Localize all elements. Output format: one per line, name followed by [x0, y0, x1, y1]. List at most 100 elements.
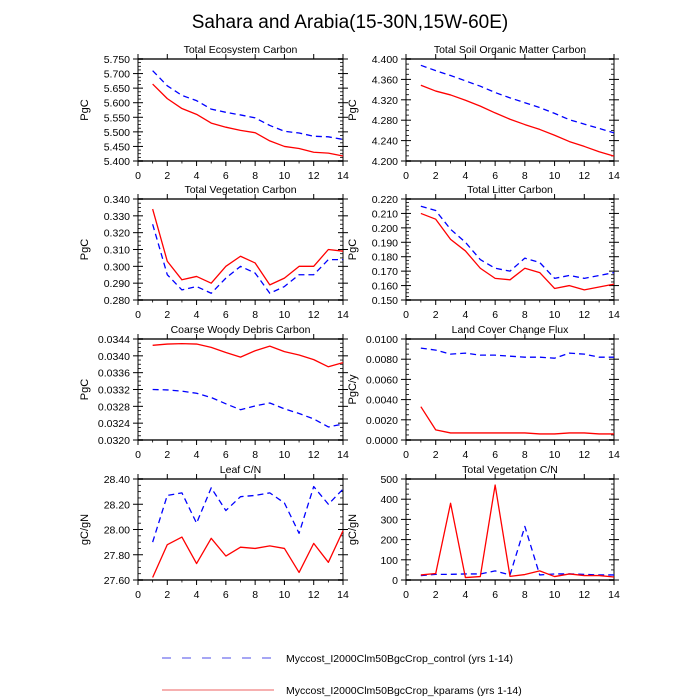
- y-tick-label: 27.60: [104, 575, 130, 587]
- x-tick-label: 10: [279, 449, 291, 461]
- y-tick-label: 4.200: [372, 156, 398, 168]
- legend: Myccost_I2000Clm50BgcCrop_control (yrs 1…: [162, 653, 522, 697]
- x-tick-label: 10: [549, 449, 561, 461]
- x-tick-label: 10: [549, 309, 561, 321]
- y-tick-label: 28.40: [104, 474, 130, 486]
- series-line-kparams: [420, 84, 615, 157]
- y-tick-label: 0.180: [372, 252, 398, 264]
- series-line-kparams: [152, 208, 344, 286]
- x-tick-label: 4: [463, 589, 469, 601]
- panel-7: Leaf C/N 0 2 4 6 8 10 12 14 27.60 27.80 28.00 28.20 2…: [79, 464, 349, 601]
- series-line-kparams: [152, 530, 344, 578]
- y-tick-label: 0.340: [104, 194, 130, 206]
- x-tick-label: 0: [403, 589, 409, 601]
- y-tick-label: 5.550: [104, 112, 130, 124]
- y-tick-label: 0.0328: [98, 401, 130, 413]
- panel-1: Total Ecosystem Carbon 0 2 4 6 8 10 12 14 5.400 5.…: [79, 44, 349, 182]
- series-line-control: [420, 64, 615, 134]
- y-axis-label: gC/gN: [347, 514, 359, 545]
- y-tick-label: 0.200: [372, 223, 398, 235]
- panel-8: Total Vegetation C/N 0 2 4 6 8 10 12 14 0 100 200 30…: [347, 464, 620, 601]
- x-tick-label: 0: [403, 449, 409, 461]
- y-tick-label: 500: [380, 474, 398, 486]
- series-line-control: [420, 347, 614, 359]
- x-tick-label: 2: [164, 309, 170, 321]
- legend-label-control: Myccost_I2000Clm50BgcCrop_control (yrs 1…: [286, 653, 513, 665]
- x-tick-label: 8: [252, 309, 258, 321]
- y-tick-label: 5.500: [104, 127, 130, 139]
- x-tick-label: 0: [135, 449, 141, 461]
- x-tick-label: 4: [463, 309, 469, 321]
- y-tick-label: 0.220: [372, 194, 398, 206]
- x-tick-label: 2: [164, 589, 170, 601]
- x-tick-label: 14: [337, 170, 349, 182]
- y-tick-label: 100: [380, 555, 398, 567]
- series-line-control: [152, 388, 344, 428]
- x-tick-label: 0: [135, 170, 141, 182]
- y-tick-label: 0.310: [104, 245, 130, 257]
- x-tick-label: 4: [463, 170, 469, 182]
- series-line-control: [152, 70, 344, 141]
- x-tick-label: 12: [308, 589, 320, 601]
- y-tick-label: 0.0020: [366, 415, 398, 427]
- x-tick-label: 8: [522, 589, 528, 601]
- x-tick-label: 14: [337, 589, 349, 601]
- y-tick-label: 0.210: [372, 208, 398, 220]
- x-tick-label: 8: [252, 589, 258, 601]
- x-tick-label: 4: [194, 449, 200, 461]
- series-line-kparams: [152, 83, 344, 157]
- x-tick-label: 2: [433, 170, 439, 182]
- y-tick-label: 0.170: [372, 266, 398, 278]
- panel-6: Land Cover Change Flux 0 2 4 6 8 10 12 14 0.0000 0…: [347, 324, 620, 461]
- x-tick-label: 2: [164, 449, 170, 461]
- panel-title: Total Vegetation C/N: [462, 464, 558, 476]
- panel-3: Total Vegetation Carbon 0 2 4 6 8 10 12 14 0.280 0…: [79, 184, 349, 321]
- x-tick-label: 2: [433, 309, 439, 321]
- series-line-control: [152, 485, 344, 543]
- y-axis-label: PgC: [79, 99, 91, 120]
- x-tick-label: 14: [608, 589, 620, 601]
- x-tick-label: 6: [492, 170, 498, 182]
- y-tick-label: 0.330: [104, 211, 130, 223]
- series-line-control: [420, 525, 614, 577]
- y-tick-label: 0: [392, 575, 398, 587]
- y-tick-label: 200: [380, 535, 398, 547]
- x-tick-label: 14: [608, 309, 620, 321]
- x-tick-label: 0: [135, 589, 141, 601]
- series-line-kparams: [420, 212, 615, 291]
- y-axis-label: PgC/y: [347, 374, 359, 404]
- x-tick-label: 0: [135, 309, 141, 321]
- legend-label-kparams: Myccost_I2000Clm50BgcCrop_kparams (yrs 1…: [286, 685, 522, 697]
- y-tick-label: 400: [380, 494, 398, 506]
- y-tick-label: 5.700: [104, 69, 130, 81]
- panel-title: Total Litter Carbon: [467, 184, 553, 196]
- x-tick-label: 4: [463, 449, 469, 461]
- x-tick-label: 10: [549, 170, 561, 182]
- x-tick-label: 4: [194, 309, 200, 321]
- x-tick-label: 12: [308, 309, 320, 321]
- x-tick-label: 2: [433, 589, 439, 601]
- x-tick-label: 10: [279, 309, 291, 321]
- x-tick-label: 8: [522, 170, 528, 182]
- y-tick-label: 28.00: [104, 525, 130, 537]
- x-tick-label: 6: [223, 170, 229, 182]
- panels-group: Total Ecosystem Carbon 0 2 4 6 8 10 12 14 5.400 5.…: [79, 44, 620, 601]
- x-tick-label: 2: [164, 170, 170, 182]
- y-tick-label: 0.0100: [366, 334, 398, 346]
- y-tick-label: 4.280: [372, 115, 398, 127]
- y-tick-label: 0.0060: [366, 374, 398, 386]
- y-tick-label: 0.0324: [98, 418, 130, 430]
- y-tick-label: 27.80: [104, 550, 130, 562]
- panel-2: Total Soil Organic Matter Carbon 0 2 4 6 8 10 1…: [347, 44, 620, 182]
- x-tick-label: 12: [578, 449, 590, 461]
- x-tick-label: 8: [522, 449, 528, 461]
- x-tick-label: 6: [492, 309, 498, 321]
- y-tick-label: 5.450: [104, 141, 130, 153]
- x-tick-label: 0: [403, 309, 409, 321]
- y-tick-label: 0.280: [104, 295, 130, 307]
- x-tick-label: 14: [608, 449, 620, 461]
- y-tick-label: 5.750: [104, 54, 130, 66]
- y-tick-label: 0.150: [372, 295, 398, 307]
- x-tick-label: 12: [308, 170, 320, 182]
- y-axis-label: PgC: [79, 239, 91, 260]
